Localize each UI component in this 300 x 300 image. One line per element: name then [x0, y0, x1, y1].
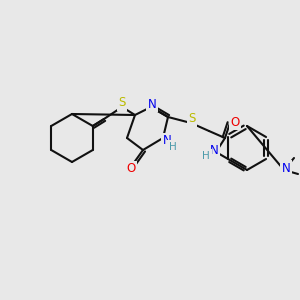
Text: N: N: [210, 143, 218, 157]
Text: H: H: [169, 142, 177, 152]
Text: S: S: [118, 97, 126, 110]
Text: S: S: [188, 112, 196, 125]
Text: N: N: [163, 134, 171, 148]
Text: O: O: [230, 116, 240, 128]
Text: N: N: [282, 161, 290, 175]
Text: O: O: [126, 163, 136, 176]
Text: N: N: [148, 98, 156, 110]
Text: H: H: [202, 151, 210, 161]
